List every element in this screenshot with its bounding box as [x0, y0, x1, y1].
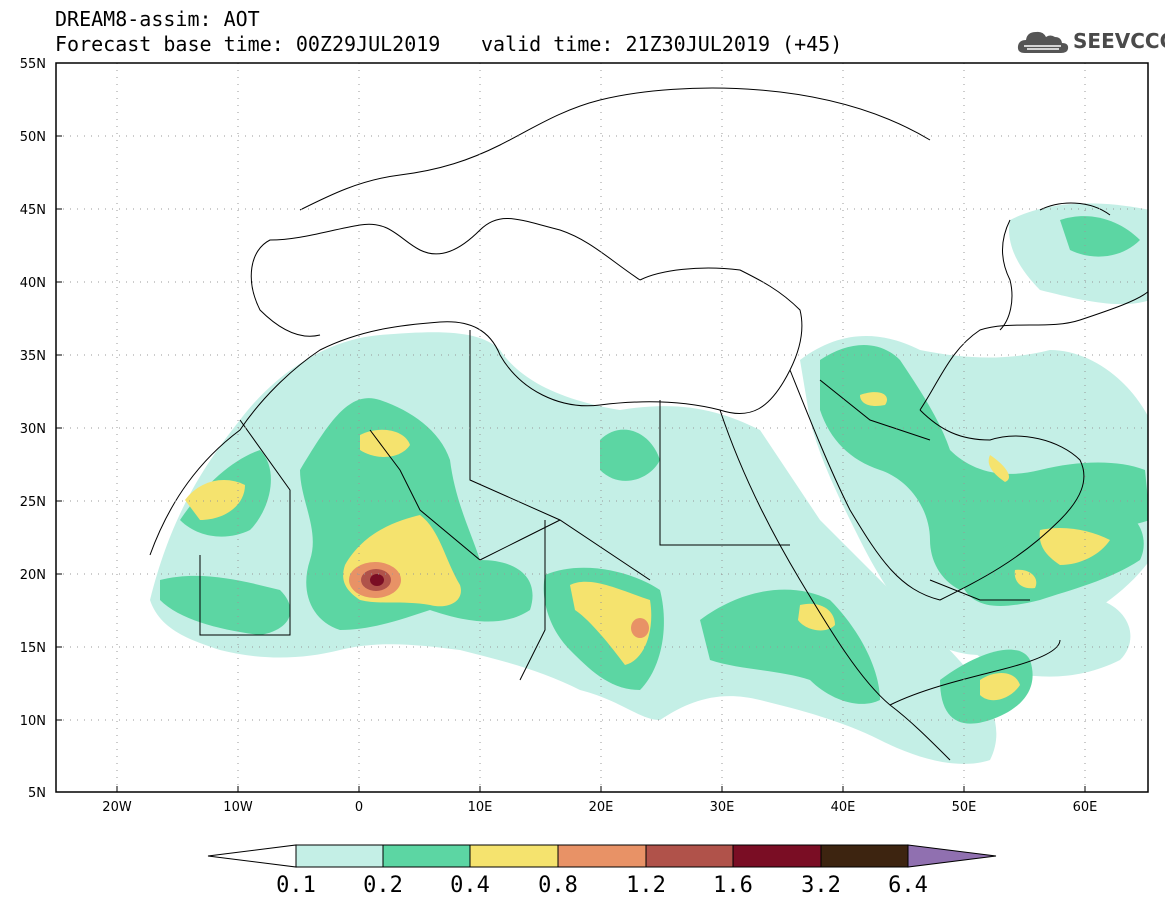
tick-marks [56, 135, 1086, 792]
colorbar-label: 0.2 [363, 873, 403, 898]
lon-label: 30E [710, 800, 735, 815]
colorbar-label: 3.2 [801, 873, 841, 898]
lon-label: 0 [355, 800, 363, 815]
colorbar-swatch [820, 844, 909, 868]
lon-axis: 20W 10W 0 10E 20E 30E 40E 50E 60E [102, 800, 1097, 815]
logo-text: SEEVCCC [1073, 29, 1165, 53]
lat-label: 45N [20, 203, 46, 218]
lon-label: 10W [223, 800, 253, 815]
colorbar-label: 1.6 [713, 873, 753, 898]
grid-lines [56, 63, 1148, 792]
lat-axis: 55N 50N 45N 40N 35N 30N 25N 20N 15N 10N … [20, 57, 46, 801]
lat-label: 5N [28, 786, 46, 801]
map-title: DREAM8-assim: AOT [55, 7, 260, 31]
lat-label: 25N [20, 495, 46, 510]
cloud-icon [1017, 31, 1069, 53]
colorbar-label: 0.8 [538, 873, 578, 898]
lat-label: 55N [20, 57, 46, 72]
lat-label: 15N [20, 641, 46, 656]
lat-label: 30N [20, 422, 46, 437]
colorbar-swatch [295, 844, 384, 868]
colorbar-label: 6.4 [888, 873, 928, 898]
lon-label: 60E [1073, 800, 1098, 815]
coastlines [149, 87, 1148, 761]
valid-time: valid time: 21Z30JUL2019 (+45) [481, 32, 843, 56]
colorbar-swatch [557, 844, 647, 868]
lat-label: 35N [20, 349, 46, 364]
colorbar-swatch [469, 844, 559, 868]
colorbar-swatch [732, 844, 822, 868]
forecast-base-time: Forecast base time: 00Z29JUL2019 [55, 32, 441, 56]
lat-label: 20N [20, 568, 46, 583]
colorbar-min-arrow [207, 844, 297, 868]
lat-label: 50N [20, 130, 46, 145]
colorbar-label: 0.4 [450, 873, 490, 898]
colorbar-label: 1.2 [626, 873, 666, 898]
colorbar [207, 844, 997, 868]
lon-label: 10E [468, 800, 493, 815]
lat-label: 10N [20, 714, 46, 729]
lon-label: 20E [589, 800, 614, 815]
lon-label: 40E [831, 800, 856, 815]
aot-field [150, 203, 1148, 764]
colorbar-swatch [382, 844, 471, 868]
lon-label: 20W [102, 800, 132, 815]
lon-label: 50E [952, 800, 977, 815]
colorbar-max-arrow [907, 844, 997, 868]
seevccc-logo: SEEVCCC [1015, 25, 1165, 59]
aot-level-1.6 [370, 574, 384, 586]
colorbar-label: 0.1 [276, 873, 316, 898]
colorbar-swatch [645, 844, 734, 868]
lat-label: 40N [20, 276, 46, 291]
